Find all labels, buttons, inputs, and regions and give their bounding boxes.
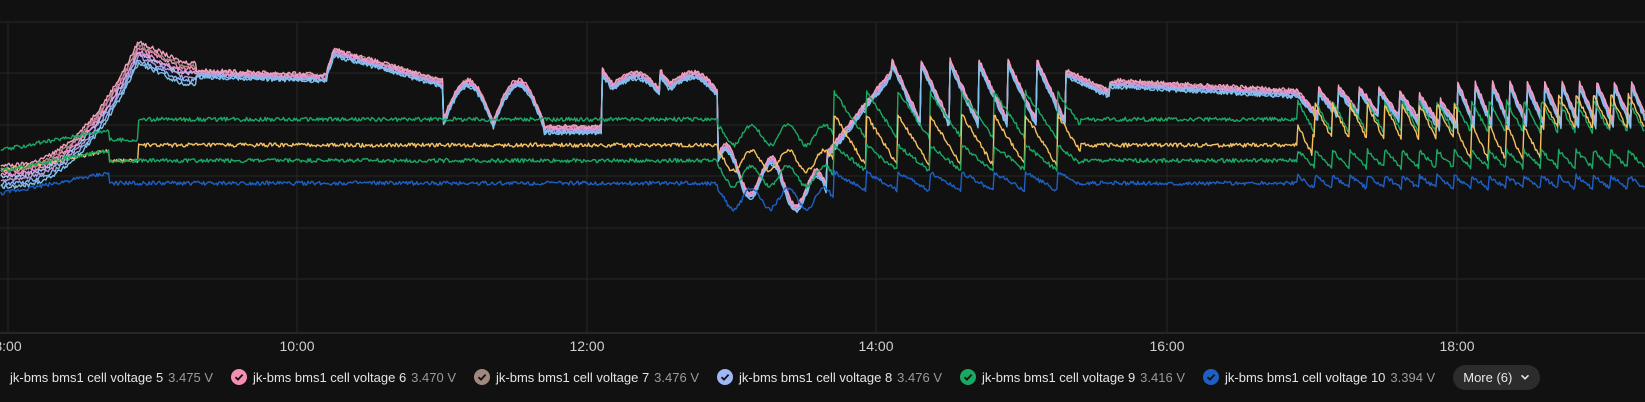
- more-series-button[interactable]: More (6): [1453, 364, 1541, 390]
- x-tick-label: 18:00: [1439, 338, 1474, 354]
- series-line: [0, 143, 1645, 189]
- legend-item[interactable]: jk-bms bms1 cell voltage 7 3.476 V: [474, 369, 699, 385]
- check-icon: [231, 369, 247, 385]
- x-tick-label: 16:00: [1149, 338, 1184, 354]
- check-icon: [960, 369, 976, 385]
- series-lines: [0, 40, 1645, 214]
- legend-item[interactable]: jk-bms bms1 cell voltage 5 3.475 V: [0, 369, 213, 385]
- series-line: [0, 89, 1645, 151]
- check-icon: [717, 369, 733, 385]
- legend-label: jk-bms bms1 cell voltage 8: [739, 369, 893, 385]
- series-line: [0, 92, 1645, 174]
- legend-label: jk-bms bms1 cell voltage 6: [253, 369, 407, 385]
- legend-item[interactable]: jk-bms bms1 cell voltage 9 3.416 V: [960, 369, 1185, 385]
- x-tick-label: 8:00: [0, 338, 22, 354]
- legend-value: 3.394 V: [1390, 369, 1436, 385]
- x-tick-label: 14:00: [858, 338, 893, 354]
- x-tick-label: 12:00: [569, 338, 604, 354]
- legend-value: 3.475 V: [168, 369, 213, 385]
- series-line: [0, 169, 1645, 212]
- legend-item[interactable]: jk-bms bms1 cell voltage 6 3.470 V: [231, 369, 456, 385]
- legend-item[interactable]: jk-bms bms1 cell voltage 8 3.476 V: [717, 369, 942, 385]
- check-icon: [1203, 369, 1219, 385]
- x-axis-ticks: 8:00 10:00 12:00 14:00 16:00 18:00: [0, 338, 1475, 354]
- legend-label: jk-bms bms1 cell voltage 9: [982, 369, 1136, 385]
- x-tick-label: 10:00: [279, 338, 314, 354]
- legend-value: 3.476 V: [654, 369, 699, 385]
- check-icon: [474, 369, 490, 385]
- legend-label: jk-bms bms1 cell voltage 10: [1225, 369, 1386, 385]
- legend-value: 3.470 V: [411, 369, 456, 385]
- more-label: More (6): [1463, 369, 1513, 385]
- legend-value: 3.416 V: [1140, 369, 1185, 385]
- series-line: [0, 40, 1645, 207]
- voltage-chart: 8:00 10:00 12:00 14:00 16:00 18:00: [0, 21, 1645, 354]
- legend-label: jk-bms bms1 cell voltage 5: [10, 369, 164, 385]
- legend-value: 3.476 V: [897, 369, 942, 385]
- chevron-down-icon: [1521, 374, 1530, 380]
- legend-label: jk-bms bms1 cell voltage 7: [496, 369, 650, 385]
- legend-item[interactable]: jk-bms bms1 cell voltage 10 3.394 V: [1203, 369, 1435, 385]
